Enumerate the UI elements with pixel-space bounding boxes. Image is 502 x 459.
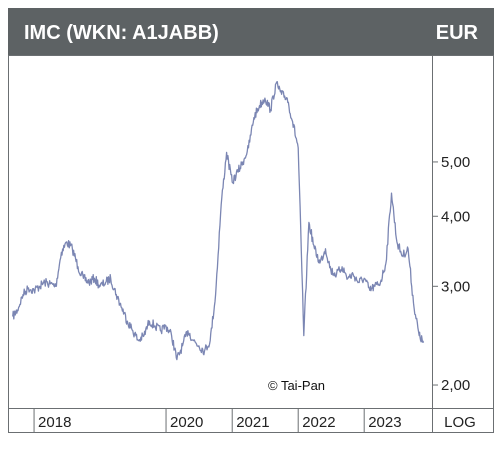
y-tick-label: 4,00 — [441, 208, 470, 225]
y-axis-ticks: 2,00 3,00 4,00 5,00 — [432, 154, 470, 394]
x-axis-ticks: 2018 2020 2021 2022 2023 — [33, 408, 402, 433]
price-line — [12, 81, 425, 361]
credit-label: © Tai-Pan — [268, 378, 325, 393]
plot-border — [8, 55, 494, 433]
chart-title: IMC (WKN: A1JABB) — [24, 22, 219, 44]
log-scale-label: LOG — [444, 414, 476, 431]
x-tick-label: 2022 — [302, 414, 335, 431]
x-tick-label: 2021 — [236, 414, 269, 431]
x-tick-label: 2018 — [38, 414, 71, 431]
y-tick-label: 3,00 — [441, 278, 470, 295]
header-bar — [8, 8, 494, 55]
y-tick-label: 2,00 — [441, 377, 470, 394]
x-tick-label: 2023 — [368, 414, 401, 431]
y-tick-label: 5,00 — [441, 154, 470, 171]
currency-label: EUR — [436, 22, 479, 44]
x-tick-label: 2020 — [170, 414, 203, 431]
